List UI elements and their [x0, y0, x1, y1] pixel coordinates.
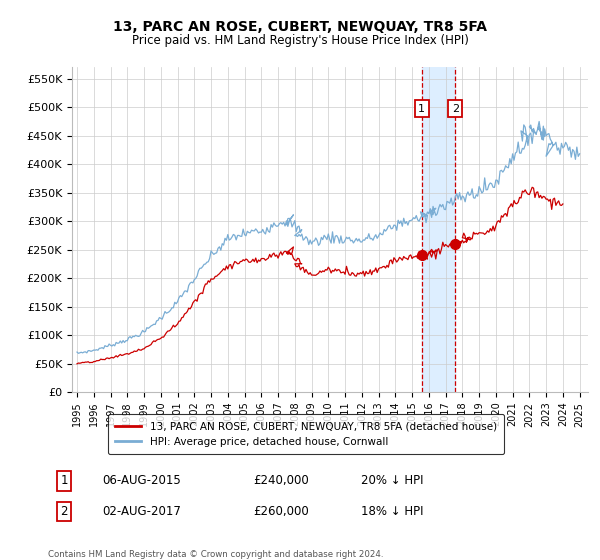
- Text: Contains HM Land Registry data © Crown copyright and database right 2024.
This d: Contains HM Land Registry data © Crown c…: [48, 550, 383, 560]
- Text: Price paid vs. HM Land Registry's House Price Index (HPI): Price paid vs. HM Land Registry's House …: [131, 34, 469, 46]
- Text: 13, PARC AN ROSE, CUBERT, NEWQUAY, TR8 5FA: 13, PARC AN ROSE, CUBERT, NEWQUAY, TR8 5…: [113, 20, 487, 34]
- Text: 1: 1: [61, 474, 68, 487]
- Text: 2: 2: [452, 104, 459, 114]
- Text: 06-AUG-2015: 06-AUG-2015: [102, 474, 181, 487]
- Text: £240,000: £240,000: [253, 474, 309, 487]
- Text: 2: 2: [61, 505, 68, 518]
- Text: £260,000: £260,000: [253, 505, 309, 518]
- Text: 02-AUG-2017: 02-AUG-2017: [102, 505, 181, 518]
- Legend: 13, PARC AN ROSE, CUBERT, NEWQUAY, TR8 5FA (detached house), HPI: Average price,: 13, PARC AN ROSE, CUBERT, NEWQUAY, TR8 5…: [108, 414, 504, 454]
- Text: 18% ↓ HPI: 18% ↓ HPI: [361, 505, 424, 518]
- Text: 20% ↓ HPI: 20% ↓ HPI: [361, 474, 424, 487]
- Bar: [422, 67, 455, 392]
- Text: 1: 1: [418, 104, 425, 114]
